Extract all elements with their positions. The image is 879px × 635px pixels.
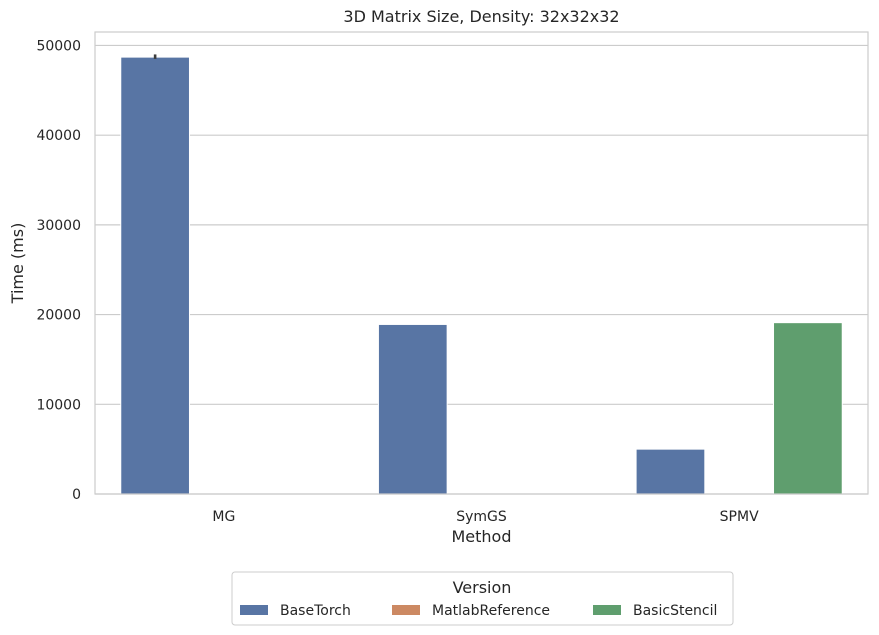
legend-swatch <box>240 605 268 615</box>
legend-label: BasicStencil <box>633 603 717 619</box>
y-tick-label: 0 <box>72 487 81 503</box>
y-tick-label: 40000 <box>36 128 81 144</box>
legend-swatch <box>392 605 420 615</box>
legend: Version BaseTorch MatlabReference BasicSte… <box>231 571 734 626</box>
y-tick-label: 10000 <box>36 397 81 413</box>
y-tick-labels: 0 10000 20000 30000 40000 50000 <box>36 38 81 503</box>
plot-frame <box>94 31 869 495</box>
bar <box>635 448 706 495</box>
y-tick-label: 30000 <box>36 218 81 234</box>
chart-title: 3D Matrix Size, Density: 32x32x32 <box>343 7 619 26</box>
legend-label: BaseTorch <box>280 603 351 619</box>
legend-title: Version <box>453 578 512 597</box>
legend-swatch <box>593 605 621 615</box>
x-tick-label: SymGS <box>456 509 507 525</box>
x-axis-label: Method <box>451 527 511 546</box>
bars-group <box>120 56 843 495</box>
x-tick-label: MG <box>212 509 235 525</box>
y-tick-label: 20000 <box>36 308 81 324</box>
bar <box>120 56 190 495</box>
x-tick-label: SPMV <box>720 509 759 525</box>
bar <box>773 322 843 495</box>
y-tick-label: 50000 <box>36 38 81 54</box>
bar <box>377 323 448 495</box>
y-axis-label: Time (ms) <box>8 223 27 305</box>
legend-label: MatlabReference <box>432 603 550 619</box>
x-tick-labels: MG SymGS SPMV <box>212 509 759 525</box>
plot-area <box>95 32 868 494</box>
legend-items: BaseTorch MatlabReference BasicStencil <box>240 603 717 619</box>
